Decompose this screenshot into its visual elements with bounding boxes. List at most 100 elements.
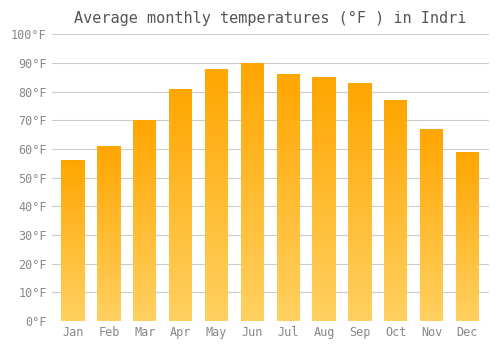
Bar: [98, 149, 120, 151]
Bar: [276, 279, 300, 281]
Bar: [384, 213, 407, 215]
Bar: [98, 170, 120, 172]
Bar: [169, 149, 192, 152]
Bar: [205, 311, 228, 314]
Bar: [420, 208, 443, 210]
Bar: [276, 306, 300, 309]
Bar: [133, 265, 156, 267]
Bar: [240, 210, 264, 212]
Bar: [384, 193, 407, 195]
Bar: [133, 277, 156, 279]
Bar: [456, 260, 479, 262]
Bar: [420, 237, 443, 238]
Bar: [420, 264, 443, 265]
Bar: [456, 228, 479, 230]
Bar: [169, 140, 192, 142]
Bar: [133, 170, 156, 173]
Bar: [98, 181, 120, 183]
Bar: [133, 176, 156, 178]
Bar: [205, 76, 228, 79]
Bar: [456, 225, 479, 226]
Bar: [169, 230, 192, 233]
Bar: [240, 205, 264, 208]
Bar: [384, 299, 407, 301]
Bar: [348, 228, 372, 231]
Bar: [133, 301, 156, 303]
Bar: [420, 158, 443, 160]
Bar: [384, 103, 407, 105]
Bar: [348, 88, 372, 90]
Bar: [276, 195, 300, 198]
Bar: [169, 117, 192, 119]
Bar: [348, 83, 372, 85]
Bar: [205, 271, 228, 273]
Bar: [384, 286, 407, 288]
Bar: [420, 150, 443, 152]
Bar: [62, 241, 85, 242]
Bar: [276, 104, 300, 106]
Bar: [205, 208, 228, 210]
Bar: [62, 234, 85, 236]
Bar: [456, 218, 479, 219]
Bar: [420, 265, 443, 267]
Bar: [456, 289, 479, 290]
Bar: [312, 236, 336, 238]
Bar: [62, 168, 85, 170]
Bar: [456, 287, 479, 289]
Bar: [276, 215, 300, 217]
Bar: [384, 167, 407, 169]
Bar: [276, 242, 300, 245]
Bar: [348, 195, 372, 197]
Bar: [312, 165, 336, 167]
Bar: [205, 240, 228, 243]
Bar: [456, 215, 479, 216]
Bar: [384, 199, 407, 202]
Bar: [133, 247, 156, 249]
Bar: [456, 262, 479, 264]
Bar: [133, 122, 156, 124]
Bar: [420, 275, 443, 277]
Bar: [456, 181, 479, 182]
Bar: [240, 189, 264, 192]
Bar: [98, 247, 120, 249]
Bar: [420, 250, 443, 252]
Bar: [240, 220, 264, 223]
Bar: [276, 168, 300, 170]
Bar: [169, 268, 192, 270]
Bar: [240, 94, 264, 97]
Bar: [62, 310, 85, 312]
Bar: [312, 314, 336, 316]
Bar: [276, 153, 300, 156]
Bar: [420, 254, 443, 256]
Bar: [456, 196, 479, 197]
Bar: [456, 272, 479, 274]
Bar: [205, 202, 228, 205]
Bar: [456, 152, 479, 154]
Bar: [98, 167, 120, 169]
Bar: [133, 142, 156, 144]
Bar: [384, 153, 407, 155]
Bar: [420, 192, 443, 194]
Bar: [240, 125, 264, 127]
Bar: [205, 102, 228, 104]
Bar: [205, 225, 228, 228]
Bar: [420, 188, 443, 190]
Bar: [348, 100, 372, 102]
Bar: [276, 114, 300, 116]
Bar: [169, 210, 192, 212]
Bar: [312, 248, 336, 250]
Bar: [384, 180, 407, 182]
Bar: [240, 212, 264, 215]
Bar: [384, 308, 407, 310]
Bar: [169, 221, 192, 223]
Bar: [98, 239, 120, 240]
Bar: [169, 212, 192, 214]
Bar: [384, 118, 407, 120]
Bar: [276, 230, 300, 232]
Bar: [98, 214, 120, 216]
Bar: [133, 197, 156, 198]
Bar: [420, 273, 443, 275]
Bar: [420, 292, 443, 294]
Bar: [98, 293, 120, 295]
Bar: [384, 107, 407, 109]
